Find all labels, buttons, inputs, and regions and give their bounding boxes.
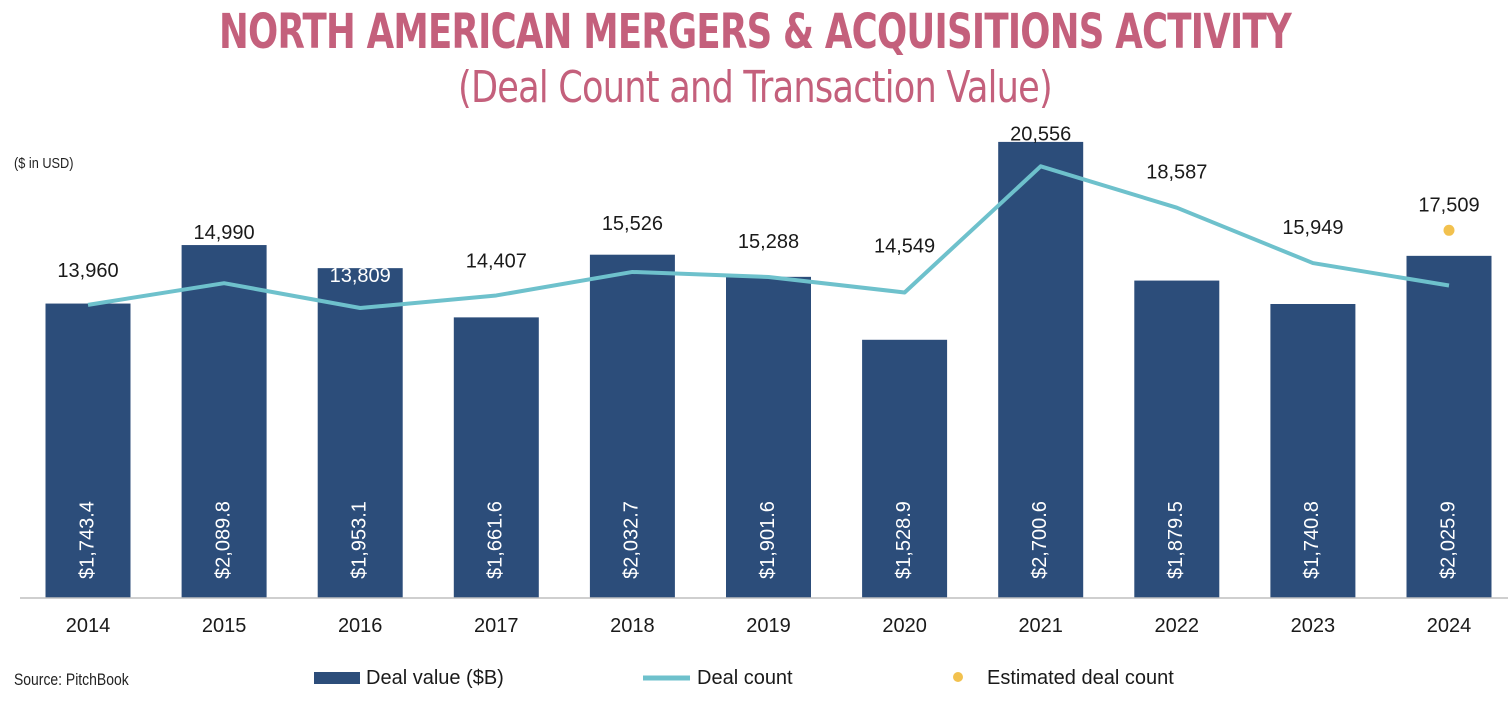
deal-count-label-2014: 13,960 [57, 260, 118, 282]
deal-count-label-2018: 15,526 [602, 213, 663, 235]
x-tick-2017: 2017 [474, 615, 519, 637]
data-labels: $1,743.4 $2,089.8 $1,953.1 $1,661.6 $2,032.7… [57, 123, 1479, 579]
line-series [87, 164, 1450, 311]
x-tick-2023: 2023 [1291, 615, 1336, 637]
chart-title: NORTH AMERICAN MERGERS & ACQUISITIONS AC… [219, 4, 1292, 60]
x-tick-2019: 2019 [746, 615, 791, 637]
bar-value-label-2015: $2,089.8 [212, 501, 234, 579]
bar-value-label-2016: $1,953.1 [348, 501, 370, 579]
bar-2018 [589, 254, 675, 598]
deal-count-label-2015: 14,990 [194, 222, 255, 244]
bar-value-label-2014: $1,743.4 [76, 501, 98, 579]
deal-count-label-2019: 15,288 [738, 231, 799, 253]
legend: Deal value ($B) Deal count Estimated dea… [314, 667, 1174, 689]
bar-2022 [1134, 280, 1220, 598]
x-tick-2021: 2021 [1018, 615, 1063, 637]
bar-2014 [45, 303, 131, 598]
bar-value-label-2017: $1,661.6 [485, 501, 507, 579]
legend-swatch-deal-value [314, 672, 360, 684]
bar-value-label-2020: $1,528.9 [893, 501, 915, 579]
deal-count-label-2016: 13,809 [330, 265, 391, 287]
estimated-point-2024 [1443, 224, 1455, 236]
x-tick-2016: 2016 [338, 615, 383, 637]
x-tick-2014: 2014 [66, 615, 111, 637]
bar-2015 [181, 245, 267, 598]
legend-label-deal-count: Deal count [697, 667, 793, 689]
deal-count-label-2020: 14,549 [874, 235, 935, 257]
x-tick-2018: 2018 [610, 615, 655, 637]
legend-label-deal-value: Deal value ($B) [366, 667, 504, 689]
bar-series [45, 141, 1492, 598]
unit-note: ($ in USD) [14, 155, 74, 172]
bar-value-label-2024: $2,025.9 [1437, 501, 1459, 579]
bar-value-label-2023: $1,740.8 [1301, 501, 1323, 579]
x-tick-2024: 2024 [1427, 615, 1472, 637]
source-note: Source: PitchBook [14, 670, 129, 689]
x-tick-labels: 2014 2015 2016 2017 2018 2019 2020 2021 2022 2023… [66, 615, 1472, 637]
x-tick-2020: 2020 [882, 615, 927, 637]
bar-value-label-2022: $1,879.5 [1165, 501, 1187, 579]
chart-subtitle: (Deal Count and Transaction Value) [458, 62, 1053, 113]
deal-count-line [87, 164, 1450, 311]
bar-value-label-2021: $2,700.6 [1029, 501, 1051, 579]
bar-2017 [453, 317, 539, 598]
bar-value-label-2018: $2,032.7 [621, 501, 643, 579]
legend-label-estimated: Estimated deal count [987, 667, 1174, 689]
bar-2020 [862, 339, 948, 598]
bar-2019 [726, 276, 811, 598]
bar-value-label-2019: $1,901.6 [757, 501, 779, 579]
x-tick-2022: 2022 [1155, 615, 1200, 637]
bar-2024 [1406, 255, 1492, 598]
x-tick-2015: 2015 [202, 615, 247, 637]
bar-2021 [998, 141, 1084, 598]
deal-count-label-2021: 20,556 [1010, 123, 1071, 145]
deal-count-label-2023: 15,949 [1282, 217, 1343, 239]
bar-2023 [1270, 303, 1356, 598]
deal-count-label-2017: 14,407 [466, 250, 527, 272]
legend-swatch-estimated [953, 672, 963, 682]
deal-count-label-2022: 18,587 [1146, 162, 1207, 184]
estimated-label-2024: 17,509 [1418, 194, 1479, 216]
bar-2016 [317, 268, 403, 598]
